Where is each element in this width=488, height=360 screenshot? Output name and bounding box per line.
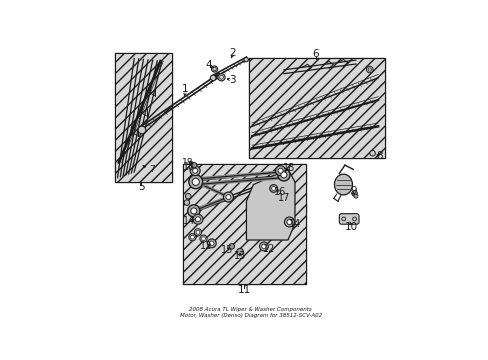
Text: 12: 12 — [200, 242, 212, 251]
Circle shape — [218, 74, 224, 81]
Circle shape — [207, 239, 216, 248]
Circle shape — [190, 208, 197, 214]
Circle shape — [138, 126, 145, 134]
Text: 8: 8 — [375, 151, 382, 161]
Circle shape — [194, 229, 201, 236]
Circle shape — [187, 205, 200, 217]
Text: 12: 12 — [263, 244, 275, 254]
Circle shape — [353, 194, 357, 198]
Text: 18: 18 — [183, 162, 195, 172]
Circle shape — [216, 74, 221, 79]
Bar — [183, 164, 305, 284]
Circle shape — [193, 214, 203, 224]
Circle shape — [200, 235, 207, 242]
Circle shape — [211, 66, 217, 72]
Bar — [249, 58, 384, 158]
Text: 4: 4 — [205, 60, 211, 70]
Circle shape — [366, 66, 372, 73]
Circle shape — [236, 248, 243, 255]
Text: 16: 16 — [274, 186, 286, 197]
Circle shape — [223, 192, 233, 202]
Circle shape — [369, 150, 375, 156]
Ellipse shape — [334, 174, 352, 195]
Polygon shape — [246, 169, 294, 240]
Text: 2: 2 — [229, 48, 235, 58]
Circle shape — [189, 161, 192, 164]
Bar — [115, 53, 171, 182]
Circle shape — [278, 168, 283, 173]
Circle shape — [185, 193, 191, 199]
Circle shape — [188, 175, 202, 189]
Circle shape — [244, 57, 248, 62]
Circle shape — [192, 178, 199, 185]
Circle shape — [210, 75, 216, 81]
Circle shape — [351, 191, 357, 196]
Circle shape — [284, 217, 294, 227]
Text: 2008 Acura TL Wiper & Washer Components
Motor, Washer (Denso) Diagram for 38512-: 2008 Acura TL Wiper & Washer Components … — [179, 307, 321, 318]
Circle shape — [277, 169, 289, 181]
Text: 1: 1 — [182, 84, 188, 94]
Circle shape — [280, 172, 286, 178]
Circle shape — [286, 220, 291, 225]
Bar — [115, 53, 171, 182]
Text: 3: 3 — [229, 75, 235, 85]
Circle shape — [183, 200, 189, 205]
Text: 17: 17 — [277, 193, 289, 203]
Text: 14: 14 — [183, 216, 195, 226]
Text: 9: 9 — [350, 186, 356, 196]
Circle shape — [196, 230, 200, 234]
Text: 6: 6 — [312, 49, 318, 59]
Circle shape — [190, 166, 200, 176]
Circle shape — [190, 235, 194, 239]
Circle shape — [271, 186, 275, 190]
Circle shape — [192, 168, 197, 173]
Circle shape — [195, 217, 200, 222]
Circle shape — [259, 242, 268, 251]
Circle shape — [209, 241, 214, 246]
Text: 14: 14 — [289, 219, 301, 229]
Circle shape — [261, 244, 265, 249]
Circle shape — [269, 185, 277, 192]
Bar — [249, 58, 384, 158]
Circle shape — [228, 244, 234, 249]
FancyBboxPatch shape — [339, 214, 358, 224]
Circle shape — [188, 234, 196, 241]
Text: 13: 13 — [233, 251, 245, 261]
Text: 18: 18 — [181, 158, 193, 167]
Text: 11: 11 — [237, 285, 250, 296]
Text: 10: 10 — [344, 222, 357, 232]
Text: 7: 7 — [149, 165, 155, 174]
Circle shape — [275, 166, 285, 176]
Bar — [183, 164, 305, 284]
Circle shape — [191, 162, 197, 168]
Text: 18: 18 — [282, 163, 294, 173]
Circle shape — [201, 237, 205, 240]
Text: 15: 15 — [220, 245, 232, 255]
Circle shape — [225, 194, 230, 199]
Text: 5: 5 — [138, 183, 144, 192]
